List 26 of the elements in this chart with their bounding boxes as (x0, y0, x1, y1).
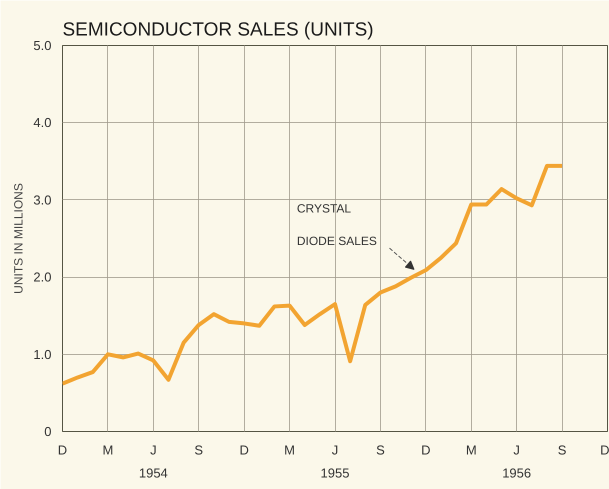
x-tick-label: M (102, 442, 114, 458)
x-tick-label: M (284, 442, 296, 458)
chart-title: SEMICONDUCTOR SALES (UNITS) (62, 20, 374, 40)
y-axis-title: UNITS IN MILLIONS (11, 183, 26, 294)
x-tick-label: D (600, 442, 609, 458)
line-series (62, 164, 564, 386)
x-tick-label: M (466, 442, 477, 458)
text: 1956 (502, 466, 532, 480)
x-tick-label: J (513, 442, 520, 458)
x-tick-label: D (421, 442, 431, 458)
y-tick-label: 5.0 (33, 38, 52, 53)
x-tick-label: D (58, 442, 68, 458)
x-tick-label: J (332, 442, 338, 458)
x-tick-label: S (376, 442, 386, 458)
x-tick-label: S (194, 442, 204, 458)
text: 1955 (320, 466, 350, 480)
y-tick-label: 0 (44, 424, 52, 439)
text: CRYSTAL DIODE SALES (296, 201, 377, 248)
y-tick-label: 4.0 (33, 115, 52, 130)
x-tick-label: J (150, 442, 157, 458)
text: 1954 (138, 466, 168, 480)
y-tick-label: 1.0 (33, 346, 52, 362)
x-tick-label: S (558, 442, 567, 458)
x-tick-label: D (239, 442, 249, 458)
y-tick-label: 2.0 (33, 270, 52, 285)
y-tick-label: 3.0 (33, 192, 52, 208)
